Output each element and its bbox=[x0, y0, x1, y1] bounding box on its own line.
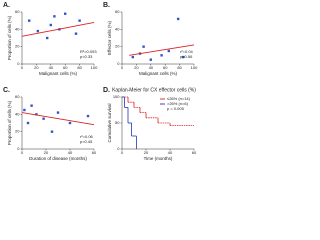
x-tick-label: 60 bbox=[163, 65, 168, 70]
point bbox=[46, 36, 49, 40]
point bbox=[35, 113, 38, 116]
y-tick-label: 60 bbox=[15, 9, 20, 14]
x-tick-label: 60 bbox=[92, 150, 97, 155]
x-axis-label: Malignant cells (%) bbox=[39, 71, 78, 76]
annotation: R²=0.093 bbox=[80, 49, 97, 54]
x-tick-label: 0 bbox=[21, 65, 24, 70]
y-tick-label: 20 bbox=[15, 129, 20, 134]
point bbox=[131, 55, 134, 59]
point bbox=[36, 29, 40, 33]
point bbox=[68, 121, 72, 125]
point bbox=[182, 55, 185, 59]
x-tick-label: 40 bbox=[149, 65, 154, 70]
legend-label: ≤26% (n=14) bbox=[167, 96, 191, 101]
fit-line bbox=[21, 21, 95, 37]
point bbox=[176, 17, 180, 21]
fit-line bbox=[21, 112, 95, 126]
x-tick-label: 20 bbox=[44, 150, 49, 155]
x-tick-label: 80 bbox=[177, 65, 182, 70]
point bbox=[23, 108, 26, 112]
y-axis-label: Proportion of cells (%) bbox=[7, 15, 12, 60]
point bbox=[53, 15, 56, 18]
legend-label: >26% (n=6) bbox=[167, 101, 189, 106]
x-tick-label: 60 bbox=[63, 65, 68, 70]
y-tick-label: 100 bbox=[113, 94, 120, 99]
x-tick-label: 0 bbox=[21, 150, 24, 155]
point bbox=[160, 54, 163, 57]
x-axis-label: Malignant cells (%) bbox=[139, 71, 178, 76]
panel-label: C. bbox=[3, 87, 10, 94]
y-axis-label: Proportion of cells (%) bbox=[7, 100, 12, 145]
point bbox=[142, 45, 145, 48]
annotation: p=0.45 bbox=[80, 139, 93, 144]
annotation: p=0.56 bbox=[180, 54, 193, 59]
point bbox=[30, 104, 33, 107]
y-tick-label: 60 bbox=[115, 9, 120, 14]
x-tick-label: 0 bbox=[121, 65, 124, 70]
x-tick-label: 40 bbox=[68, 150, 73, 155]
y-axis-label: Effector cells (%) bbox=[107, 21, 112, 55]
y-tick-label: 0 bbox=[17, 146, 20, 151]
point bbox=[28, 19, 31, 22]
x-axis-label: Duration of disease (months) bbox=[29, 156, 87, 161]
y-tick-label: 20 bbox=[115, 44, 120, 49]
x-axis-label: Time (months) bbox=[144, 156, 173, 161]
y-axis-label: Cumulative survival bbox=[107, 103, 112, 142]
point bbox=[64, 12, 67, 15]
annotation: r²=0.04 bbox=[180, 49, 194, 54]
fit-line bbox=[129, 44, 195, 56]
point bbox=[26, 121, 30, 125]
point bbox=[74, 32, 78, 35]
y-tick-label: 20 bbox=[15, 44, 20, 49]
y-tick-label: 0 bbox=[117, 146, 120, 151]
x-tick-label: 40 bbox=[49, 65, 54, 70]
point bbox=[49, 23, 52, 27]
x-tick-label: 80 bbox=[77, 65, 82, 70]
chart-title: Kaplan-Meier for CX effector cells (%) bbox=[112, 87, 196, 93]
point bbox=[56, 111, 60, 114]
y-tick-label: 60 bbox=[15, 94, 20, 99]
annotation: r²=0.06 bbox=[80, 134, 94, 139]
x-tick-label: 0 bbox=[121, 150, 124, 155]
y-tick-label: 40 bbox=[115, 26, 120, 31]
y-tick-label: 0 bbox=[17, 61, 20, 66]
x-tick-label: 60 bbox=[192, 150, 197, 155]
panel-label: D. bbox=[103, 87, 110, 94]
y-tick-label: 50 bbox=[115, 120, 120, 125]
point bbox=[42, 117, 45, 120]
point bbox=[50, 130, 54, 133]
y-tick-label: 0 bbox=[117, 61, 120, 66]
point bbox=[149, 58, 152, 61]
point bbox=[167, 49, 170, 53]
x-tick-label: 40 bbox=[168, 150, 173, 155]
point bbox=[78, 19, 81, 22]
point bbox=[86, 114, 90, 118]
x-tick-label: 20 bbox=[34, 65, 39, 70]
annotation: p = 0.005 bbox=[167, 106, 185, 111]
y-tick-label: 40 bbox=[15, 26, 20, 31]
x-tick-label: 100 bbox=[91, 65, 98, 70]
panel-label: B. bbox=[103, 2, 110, 9]
y-tick-label: 40 bbox=[15, 111, 20, 116]
x-tick-label: 20 bbox=[144, 150, 149, 155]
panel-label: A. bbox=[3, 2, 10, 9]
x-tick-label: 20 bbox=[134, 65, 139, 70]
annotation: p=0.33 bbox=[80, 54, 93, 59]
x-tick-label: 100 bbox=[191, 65, 198, 70]
